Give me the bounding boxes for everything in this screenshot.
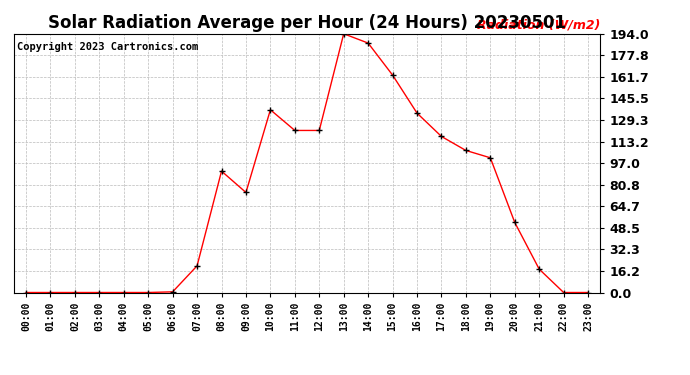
Title: Solar Radiation Average per Hour (24 Hours) 20230501: Solar Radiation Average per Hour (24 Hou…	[48, 14, 566, 32]
Text: Copyright 2023 Cartronics.com: Copyright 2023 Cartronics.com	[17, 42, 198, 51]
Text: Radiation (W/m2): Radiation (W/m2)	[477, 18, 600, 31]
